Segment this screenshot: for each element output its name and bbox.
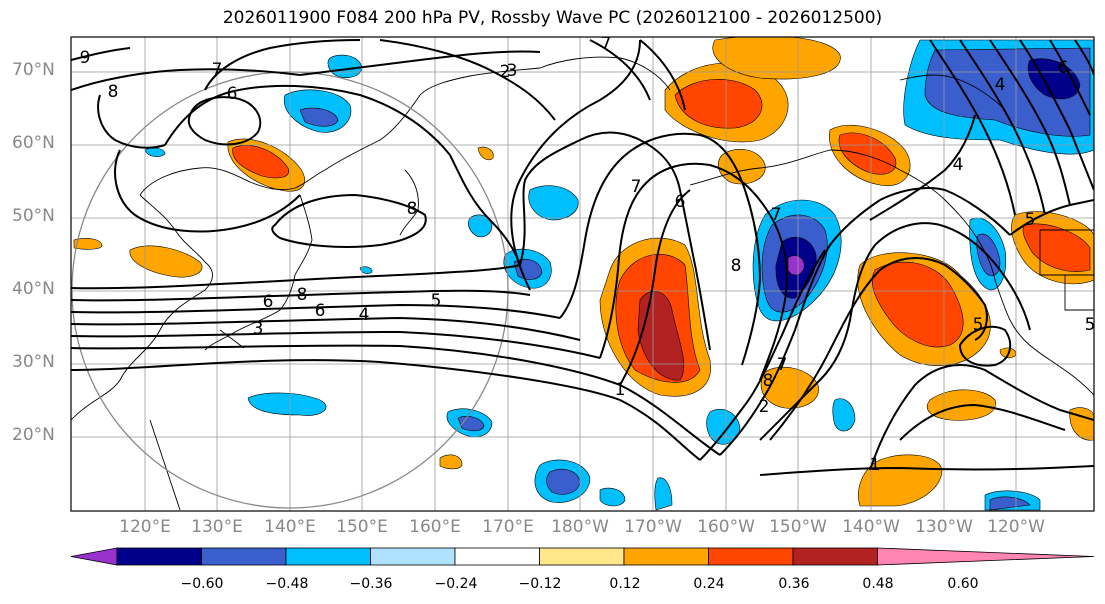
contour-label: 7: [777, 355, 788, 375]
contour-label: 5: [973, 315, 984, 335]
contour-label: 1: [615, 380, 626, 400]
pc-contours: [71, 39, 1094, 476]
colorbar-tick-label: −0.24: [434, 576, 478, 592]
contour-label: 8: [108, 82, 119, 102]
contour-label: 2: [500, 62, 511, 82]
map-frame: [70, 36, 1095, 512]
lat-label: 20°N: [12, 425, 55, 445]
graticule: [71, 37, 1094, 511]
contour-label: 5: [431, 291, 442, 311]
lon-label: 180°W: [551, 517, 609, 537]
contour-label: 2: [759, 397, 770, 417]
contour-label: 4: [995, 75, 1006, 95]
colorbar-segment: [539, 547, 625, 566]
contour-label: 6: [675, 192, 686, 212]
colorbar-tick-label: 0.24: [693, 576, 725, 592]
colorbar-segment: [116, 547, 202, 566]
colorbar-segment: [623, 547, 709, 566]
contour-label: 8: [731, 256, 742, 276]
contour-label: 6: [315, 301, 326, 321]
colorbar-segment: [201, 547, 287, 566]
lat-label: 50°N: [12, 206, 55, 226]
colorbar-tick-label: −0.36: [349, 576, 393, 592]
chart-title: 2026011900 F084 200 hPa PV, Rossby Wave …: [222, 8, 883, 28]
negative-anomaly-shading: [144, 39, 1094, 511]
contour-label: 4: [953, 155, 964, 175]
contour-label: 7: [601, 34, 612, 54]
contour-label: 8: [763, 371, 774, 391]
colorbar-tick-label: −0.48: [265, 576, 309, 592]
lon-label: 120°W: [987, 517, 1045, 537]
lon-label: 170°E: [482, 517, 534, 537]
contour-label: 6: [1058, 58, 1069, 78]
colorbar-tick-label: 0.48: [862, 576, 894, 592]
lon-label: 120°E: [119, 517, 171, 537]
lat-label: 40°N: [12, 279, 55, 299]
contour-label: 5: [1085, 315, 1096, 335]
lon-label: 150°W: [769, 517, 827, 537]
contour-label: 5: [1025, 210, 1036, 230]
positive-anomaly-shading: [73, 37, 1094, 507]
colorbar-tick-label: −0.60: [180, 576, 224, 592]
lat-label: 60°N: [12, 133, 55, 153]
lon-label: 160°E: [409, 517, 461, 537]
colorbar-segment: [708, 547, 794, 566]
colorbar-tick-label: 0.60: [947, 576, 979, 592]
colorbar: [70, 547, 1095, 566]
lon-label: 160°W: [697, 517, 755, 537]
colorbar-segment: [285, 547, 371, 566]
colorbar-extend-min: [70, 547, 118, 566]
contour-label: 7: [771, 205, 782, 225]
colorbar-extend-max: [877, 547, 1095, 566]
contour-label: 1: [870, 455, 881, 475]
lon-label: 130°W: [915, 517, 973, 537]
lat-label: 70°N: [12, 60, 55, 80]
contour-label: 7: [212, 60, 223, 80]
contour-label: 3: [253, 319, 264, 339]
lon-label: 130°E: [191, 517, 243, 537]
colorbar-segment: [792, 547, 878, 566]
colorbar-tick-label: 0.36: [778, 576, 810, 592]
colorbar-tick-label: 0.12: [609, 576, 641, 592]
contour-label: 6: [227, 84, 238, 104]
contour-label: 9: [80, 48, 91, 68]
reference-circle: [71, 71, 509, 509]
contour-label: 6: [263, 292, 274, 312]
colorbar-segment: [454, 547, 540, 566]
contour-label: 3: [507, 61, 518, 81]
colorbar-segment: [370, 547, 456, 566]
lon-label: 140°E: [264, 517, 316, 537]
lon-label: 170°W: [624, 517, 682, 537]
contour-label: 8: [407, 199, 418, 219]
lon-label: 150°E: [336, 517, 388, 537]
contour-label: 7: [631, 177, 642, 197]
contour-label: 8: [297, 285, 308, 305]
colorbar-tick-label: −0.12: [518, 576, 562, 592]
lon-label: 140°W: [842, 517, 900, 537]
lat-label: 30°N: [12, 352, 55, 372]
contour-label: 4: [359, 305, 370, 325]
